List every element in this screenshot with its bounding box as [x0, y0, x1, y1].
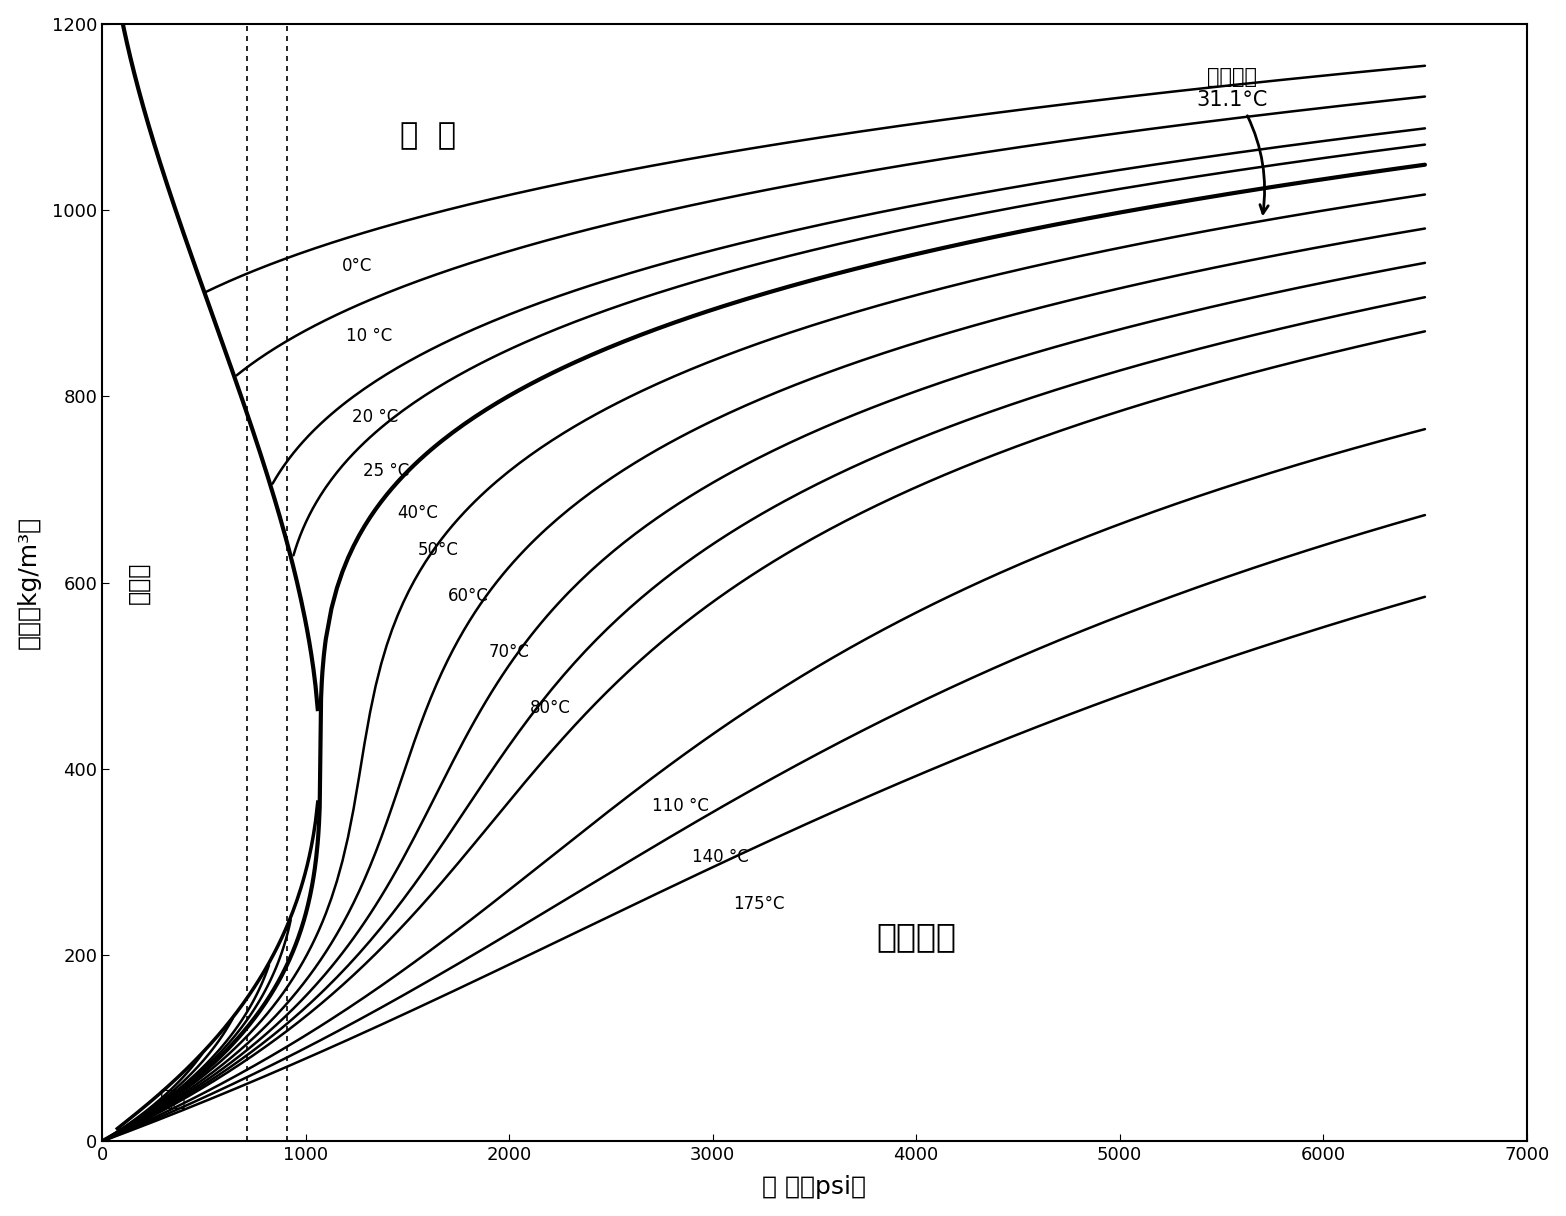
Text: 液  相: 液 相 [399, 120, 456, 150]
Text: 超临界区: 超临界区 [875, 921, 957, 953]
Text: 40°C: 40°C [398, 503, 438, 522]
Text: 80°C: 80°C [529, 699, 570, 717]
Text: 175°C: 175°C [733, 895, 785, 913]
Text: 20 °C: 20 °C [352, 407, 399, 426]
X-axis label: 压 力（psi）: 压 力（psi） [763, 1176, 866, 1199]
Text: 25 °C: 25 °C [363, 462, 409, 480]
Text: 70°C: 70°C [489, 643, 529, 662]
Text: 50°C: 50°C [418, 541, 459, 559]
Text: 140 °C: 140 °C [692, 849, 749, 866]
Text: 60°C: 60°C [448, 587, 489, 606]
Text: 临界温度
31.1°C: 临界温度 31.1°C [1196, 67, 1268, 214]
Text: 0°C: 0°C [343, 257, 373, 275]
Y-axis label: 密度（kg/m³）: 密度（kg/m³） [17, 516, 41, 649]
Text: 气相: 气相 [160, 1088, 186, 1109]
Text: 两相区: 两相区 [127, 562, 150, 603]
Text: 10 °C: 10 °C [346, 327, 393, 344]
Text: 110 °C: 110 °C [651, 796, 708, 815]
